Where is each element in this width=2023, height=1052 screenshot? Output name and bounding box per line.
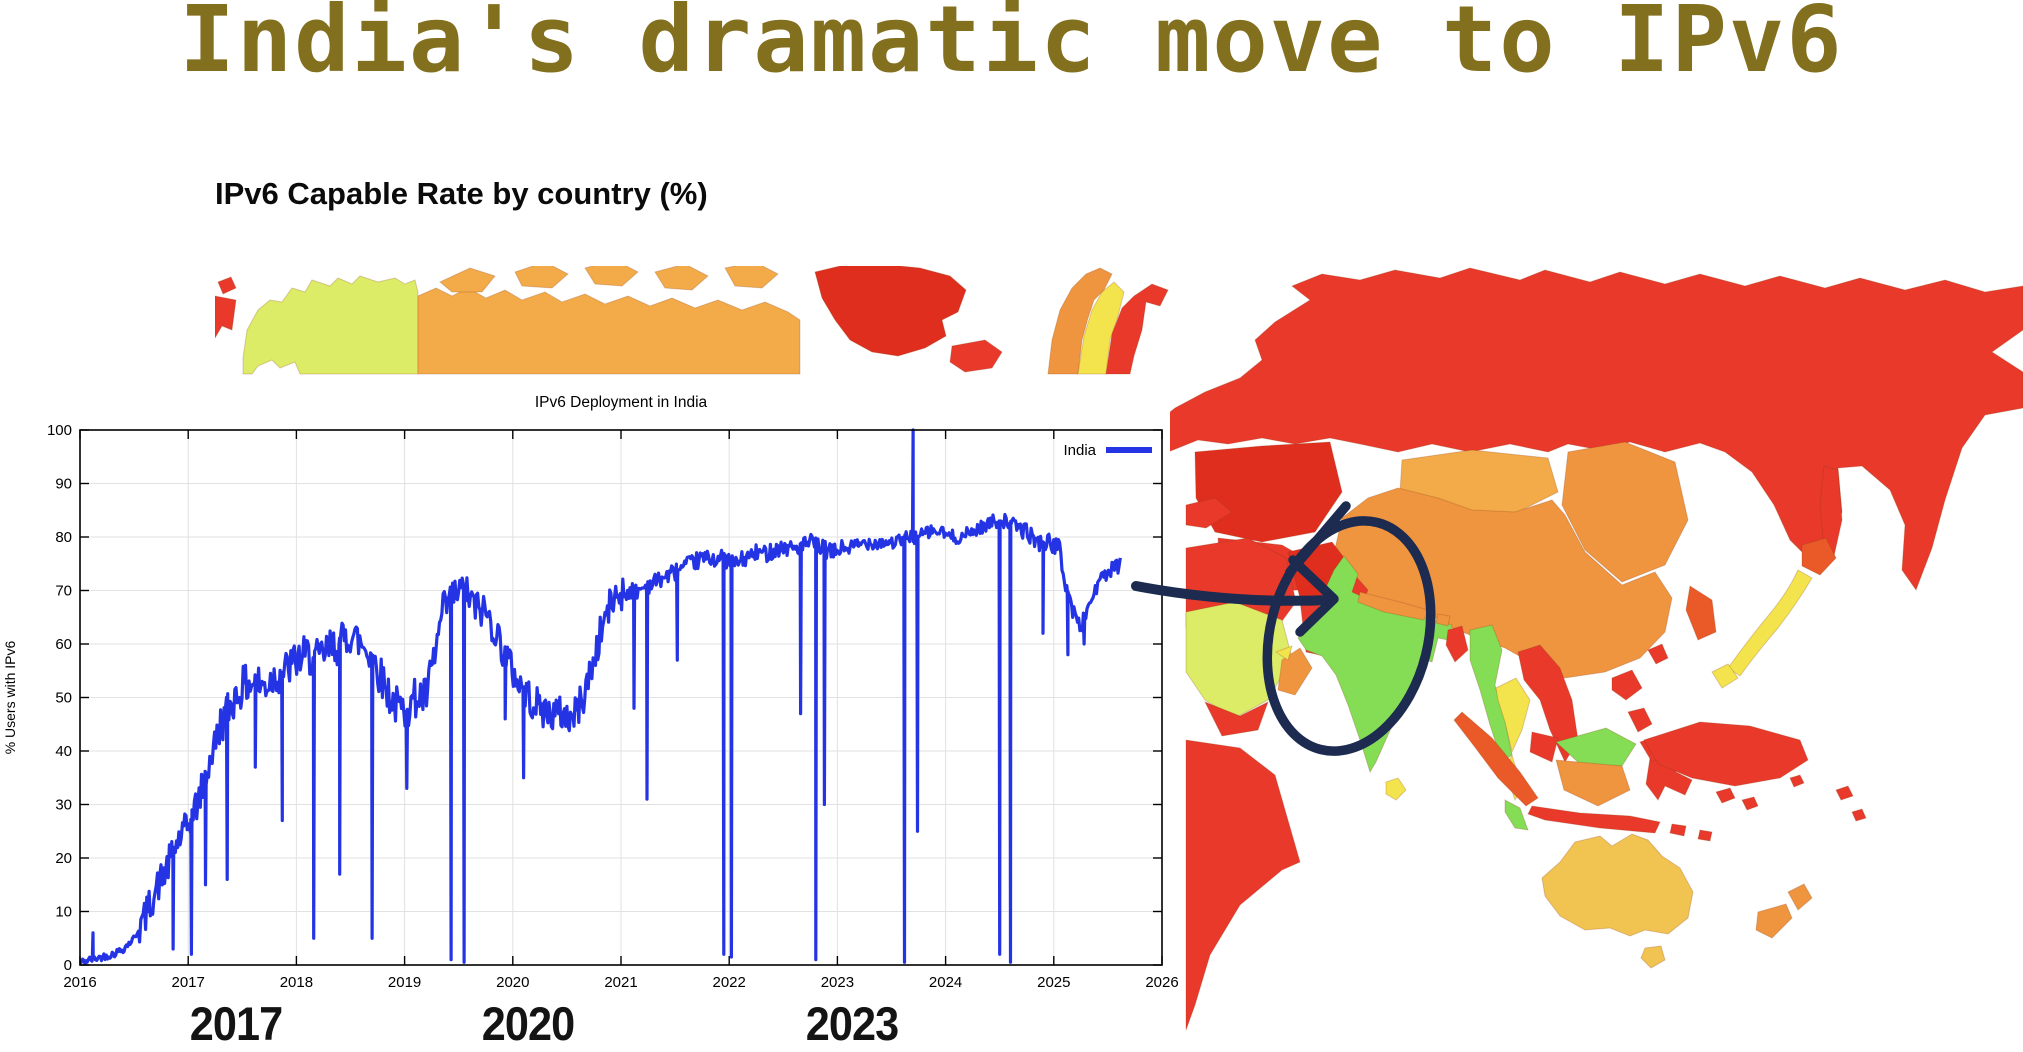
svg-text:0: 0 — [64, 957, 72, 974]
callout-year-2023: 2023 — [805, 997, 899, 1050]
svg-text:60: 60 — [55, 636, 72, 653]
svg-text:2023: 2023 — [821, 974, 854, 991]
region-new-zealand — [1755, 883, 1813, 939]
svg-text:30: 30 — [55, 797, 72, 814]
svg-text:IPv6 Deployment in India: IPv6 Deployment in India — [535, 394, 708, 411]
region-australia — [1541, 833, 1694, 937]
region-finland — [1105, 283, 1169, 375]
region-cambodia — [1529, 731, 1559, 763]
region-tasmania — [1640, 945, 1666, 969]
svg-text:10: 10 — [55, 904, 72, 921]
region-kyushu — [1711, 663, 1739, 689]
region-malaysia — [1504, 799, 1529, 831]
region-bangladesh — [1445, 625, 1469, 663]
region-chukotka — [215, 276, 237, 339]
svg-text:% Users with IPv6: % Users with IPv6 — [2, 640, 18, 754]
region-turkey — [1185, 497, 1233, 529]
callout-year-2017: 2017 — [189, 997, 283, 1050]
svg-text:20: 20 — [55, 850, 72, 867]
region-hokkaido — [1801, 537, 1837, 576]
svg-text:2016: 2016 — [63, 974, 96, 991]
region-russia — [1127, 267, 2023, 592]
svg-text:2017: 2017 — [172, 974, 205, 991]
svg-text:100: 100 — [47, 422, 72, 439]
svg-text:India: India — [1063, 442, 1096, 459]
callout-year-2020: 2020 — [481, 997, 575, 1050]
region-alaska — [242, 275, 419, 375]
chart-svg: 2016 2017 2018 2019 2020 2021 2022 2023 2024 2025… — [0, 383, 1179, 1008]
region-borneo-north — [1554, 727, 1637, 767]
chart-root: 2016 2017 2018 2019 2020 2021 2022 2023 2024 2025… — [2, 394, 1179, 991]
svg-text:2026: 2026 — [1145, 974, 1178, 991]
region-iceland — [949, 339, 1003, 373]
region-sweden — [1077, 281, 1125, 375]
map-heading: IPv6 Capable Rate by country (%) — [215, 176, 708, 211]
svg-text:2024: 2024 — [929, 974, 962, 991]
series-line-india — [80, 428, 1122, 966]
svg-text:40: 40 — [55, 743, 72, 760]
region-borneo-south — [1555, 759, 1631, 807]
region-korea — [1685, 585, 1717, 641]
region-sri-lanka — [1385, 777, 1407, 801]
svg-text:50: 50 — [55, 690, 72, 707]
region-greenland — [814, 266, 967, 357]
region-africa-ne — [1185, 739, 1301, 1031]
svg-text:2021: 2021 — [604, 974, 637, 991]
region-java — [1527, 805, 1713, 842]
region-norway — [1047, 267, 1113, 375]
region-manchuria — [1561, 441, 1689, 583]
region-taiwan — [1647, 643, 1669, 665]
svg-text:2020: 2020 — [496, 974, 529, 991]
region-sumatra — [1453, 711, 1539, 807]
region-saudi-arabia — [1185, 601, 1293, 719]
region-canada-islands — [439, 266, 779, 293]
svg-text:2019: 2019 — [388, 974, 421, 991]
region-kazakhstan — [1194, 441, 1343, 543]
svg-text:80: 80 — [55, 529, 72, 546]
region-pacific-islands — [1715, 774, 1867, 822]
svg-text:2022: 2022 — [713, 974, 746, 991]
svg-text:2025: 2025 — [1037, 974, 1070, 991]
svg-text:90: 90 — [55, 476, 72, 493]
region-new-guinea — [1643, 721, 1809, 787]
svg-text:70: 70 — [55, 583, 72, 600]
region-japan-honshu — [1727, 569, 1813, 677]
region-canada-north — [417, 287, 801, 375]
svg-text:2018: 2018 — [280, 974, 313, 991]
page-title: India's dramatic move to IPv6 — [179, 0, 1844, 93]
